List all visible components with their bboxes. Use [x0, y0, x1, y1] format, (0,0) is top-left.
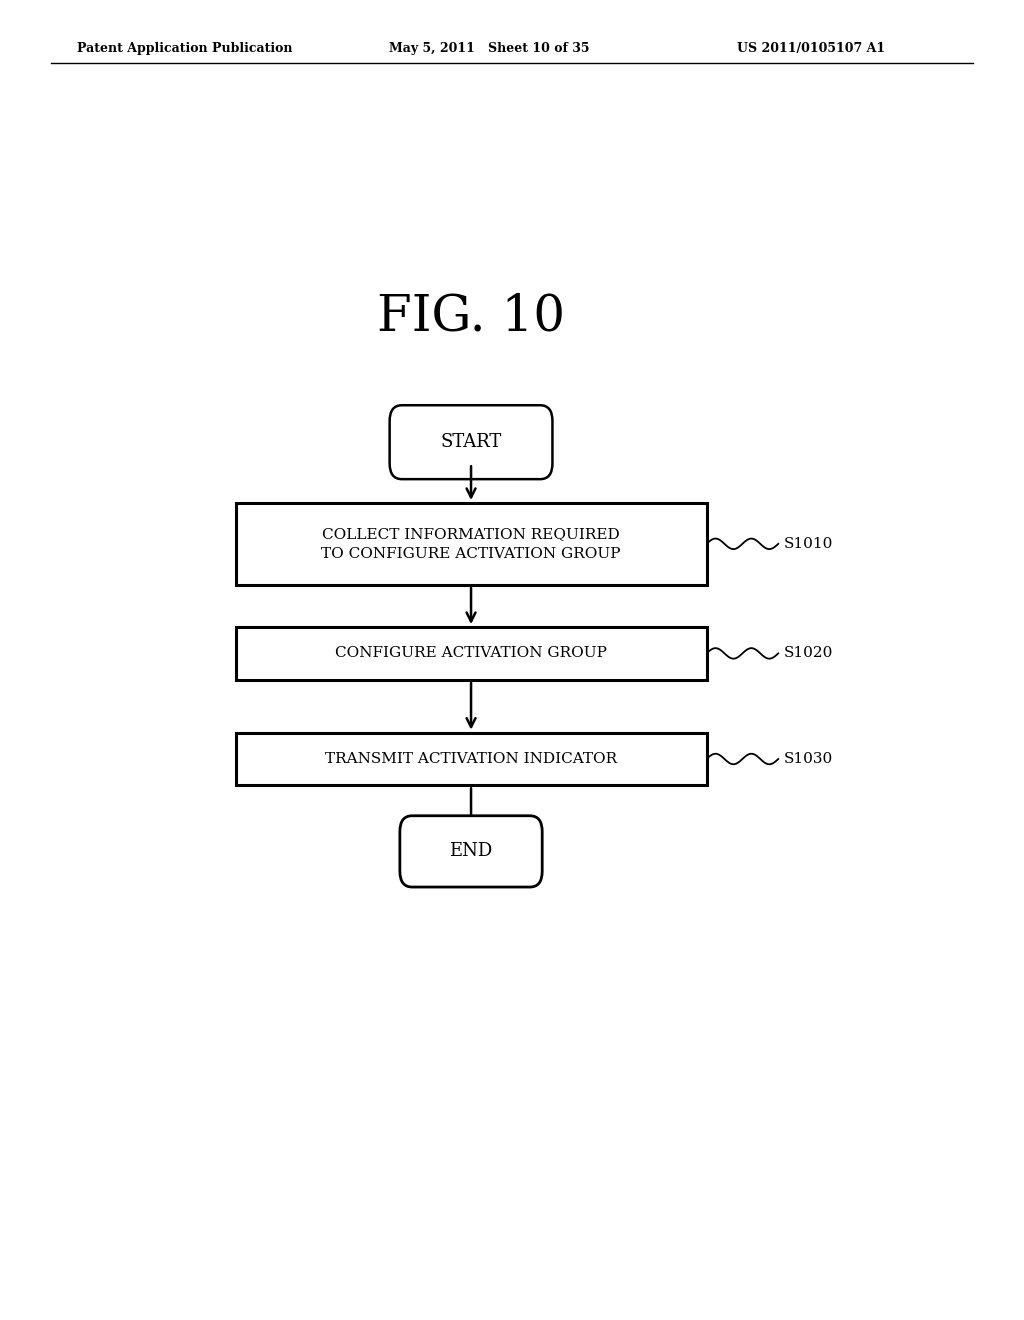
FancyBboxPatch shape — [236, 503, 707, 585]
Text: S1030: S1030 — [783, 752, 833, 766]
FancyBboxPatch shape — [236, 733, 707, 785]
Text: US 2011/0105107 A1: US 2011/0105107 A1 — [737, 42, 886, 55]
Text: FIG. 10: FIG. 10 — [377, 292, 565, 342]
FancyBboxPatch shape — [399, 816, 543, 887]
Text: S1010: S1010 — [783, 537, 833, 550]
Text: May 5, 2011   Sheet 10 of 35: May 5, 2011 Sheet 10 of 35 — [389, 42, 590, 55]
FancyBboxPatch shape — [389, 405, 553, 479]
Text: COLLECT INFORMATION REQUIRED
TO CONFIGURE ACTIVATION GROUP: COLLECT INFORMATION REQUIRED TO CONFIGUR… — [322, 527, 621, 561]
Text: START: START — [440, 433, 502, 451]
Text: Patent Application Publication: Patent Application Publication — [77, 42, 292, 55]
Text: S1020: S1020 — [783, 647, 833, 660]
Text: TRANSMIT ACTIVATION INDICATOR: TRANSMIT ACTIVATION INDICATOR — [325, 752, 617, 766]
Text: CONFIGURE ACTIVATION GROUP: CONFIGURE ACTIVATION GROUP — [335, 647, 607, 660]
Text: END: END — [450, 842, 493, 861]
FancyBboxPatch shape — [236, 627, 707, 680]
